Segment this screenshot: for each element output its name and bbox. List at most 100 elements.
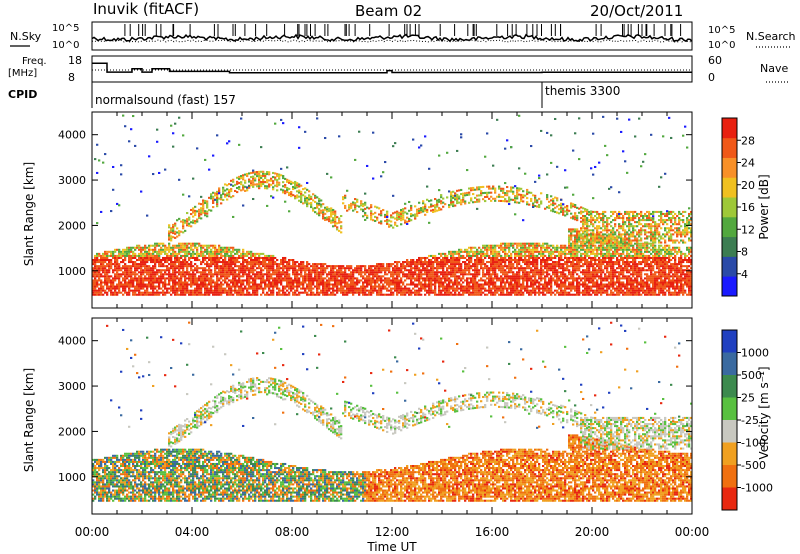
heatmap-cell	[230, 254, 233, 257]
heatmap-cell	[278, 293, 281, 296]
heatmap-cell	[126, 285, 129, 288]
heatmap-cell	[256, 293, 259, 296]
heatmap-cell	[444, 275, 447, 278]
heatmap-cell	[404, 219, 407, 222]
heatmap-cell	[366, 277, 369, 280]
heatmap-cell	[206, 293, 209, 296]
heatmap-cell	[528, 277, 531, 280]
heatmap-cell	[490, 279, 493, 282]
heatmap-cell	[104, 291, 107, 294]
heatmap-cell	[158, 265, 161, 268]
heatmap-cell	[538, 281, 541, 284]
heatmap-cell	[458, 291, 461, 294]
heatmap-cell	[364, 192, 367, 195]
heatmap-cell	[126, 271, 129, 274]
heatmap-cell	[104, 271, 107, 274]
heatmap-cell	[504, 248, 507, 251]
heatmap-cell	[270, 259, 273, 262]
heatmap-cell	[540, 275, 543, 278]
heatmap-cell	[266, 187, 269, 190]
heatmap-cell	[188, 275, 191, 278]
heatmap-cell	[124, 248, 127, 251]
heatmap-cell	[160, 259, 163, 262]
heatmap-cell	[126, 269, 129, 272]
heatmap-cell	[286, 273, 289, 276]
heatmap-cell	[540, 250, 543, 253]
heatmap-cell	[516, 265, 519, 268]
heatmap-cell	[502, 259, 505, 262]
heatmap-cell	[326, 218, 329, 221]
heatmap-cell	[366, 214, 369, 217]
heatmap-cell	[546, 131, 549, 134]
heatmap-cell	[136, 267, 139, 270]
heatmap-cell	[512, 277, 515, 280]
heatmap-cell	[374, 275, 377, 278]
heatmap-cell	[170, 285, 173, 288]
heatmap-cell	[334, 222, 337, 225]
heatmap-cell	[422, 200, 425, 203]
heatmap-cell	[390, 293, 393, 296]
heatmap-cell	[304, 273, 307, 276]
heatmap-cell	[148, 277, 151, 280]
heatmap-cell	[184, 283, 187, 286]
heatmap-cell	[500, 287, 503, 290]
heatmap-cell	[242, 279, 245, 282]
heatmap-cell	[526, 261, 529, 264]
heatmap-cell	[298, 279, 301, 282]
heatmap-cell	[532, 204, 535, 207]
heatmap-cell	[388, 267, 391, 270]
heatmap-cell	[470, 189, 473, 192]
heatmap-cell	[450, 273, 453, 276]
heatmap-cell	[324, 291, 327, 294]
heatmap-cell	[508, 259, 511, 262]
heatmap-cell	[394, 265, 397, 268]
heatmap-cell	[330, 271, 333, 274]
heatmap-cell	[100, 273, 103, 276]
heatmap-cell	[202, 271, 205, 274]
heatmap-cell	[518, 187, 521, 190]
heatmap-cell	[228, 189, 231, 192]
heatmap-cell	[388, 277, 391, 280]
heatmap-cell	[188, 246, 191, 249]
heatmap-cell	[544, 271, 547, 274]
heatmap-cell	[182, 250, 185, 253]
heatmap-cell	[470, 254, 473, 257]
heatmap-cell	[454, 271, 457, 274]
heatmap-cell	[210, 259, 213, 262]
heatmap-cell	[328, 289, 331, 292]
heatmap-cell	[456, 252, 459, 255]
heatmap-cell	[368, 277, 371, 280]
heatmap-cell	[168, 287, 171, 290]
heatmap-cell	[184, 285, 187, 288]
heatmap-cell	[310, 279, 313, 282]
heatmap-cell	[510, 252, 513, 255]
heatmap-cell	[524, 277, 527, 280]
heatmap-cell	[124, 267, 127, 270]
heatmap-cell	[246, 275, 249, 278]
heatmap-cell	[528, 203, 531, 206]
heatmap-cell	[436, 293, 439, 296]
heatmap-cell	[364, 211, 367, 214]
heatmap-cell	[174, 271, 177, 274]
heatmap-cell	[490, 291, 493, 294]
heatmap-cell	[542, 289, 545, 292]
heatmap-cell	[432, 291, 435, 294]
heatmap-cell	[322, 287, 325, 290]
heatmap-cell	[226, 269, 229, 272]
heatmap-cell	[272, 186, 275, 189]
heatmap-cell	[236, 289, 239, 292]
heatmap-cell	[500, 267, 503, 270]
heatmap-cell	[114, 250, 117, 253]
heatmap-cell	[342, 198, 345, 201]
heatmap-cell	[448, 267, 451, 270]
heatmap-cell	[396, 273, 399, 276]
heatmap-cell	[258, 273, 261, 276]
heatmap-cell	[530, 279, 533, 282]
heatmap-cell	[200, 244, 203, 247]
heatmap-cell	[304, 269, 307, 272]
noise-right-tick-bottom: 10^0	[708, 40, 735, 51]
heatmap-cell	[404, 289, 407, 292]
heatmap-cell	[158, 285, 161, 288]
cpid-program-themis: themis 3300	[545, 84, 620, 98]
heatmap-cell	[372, 269, 375, 272]
